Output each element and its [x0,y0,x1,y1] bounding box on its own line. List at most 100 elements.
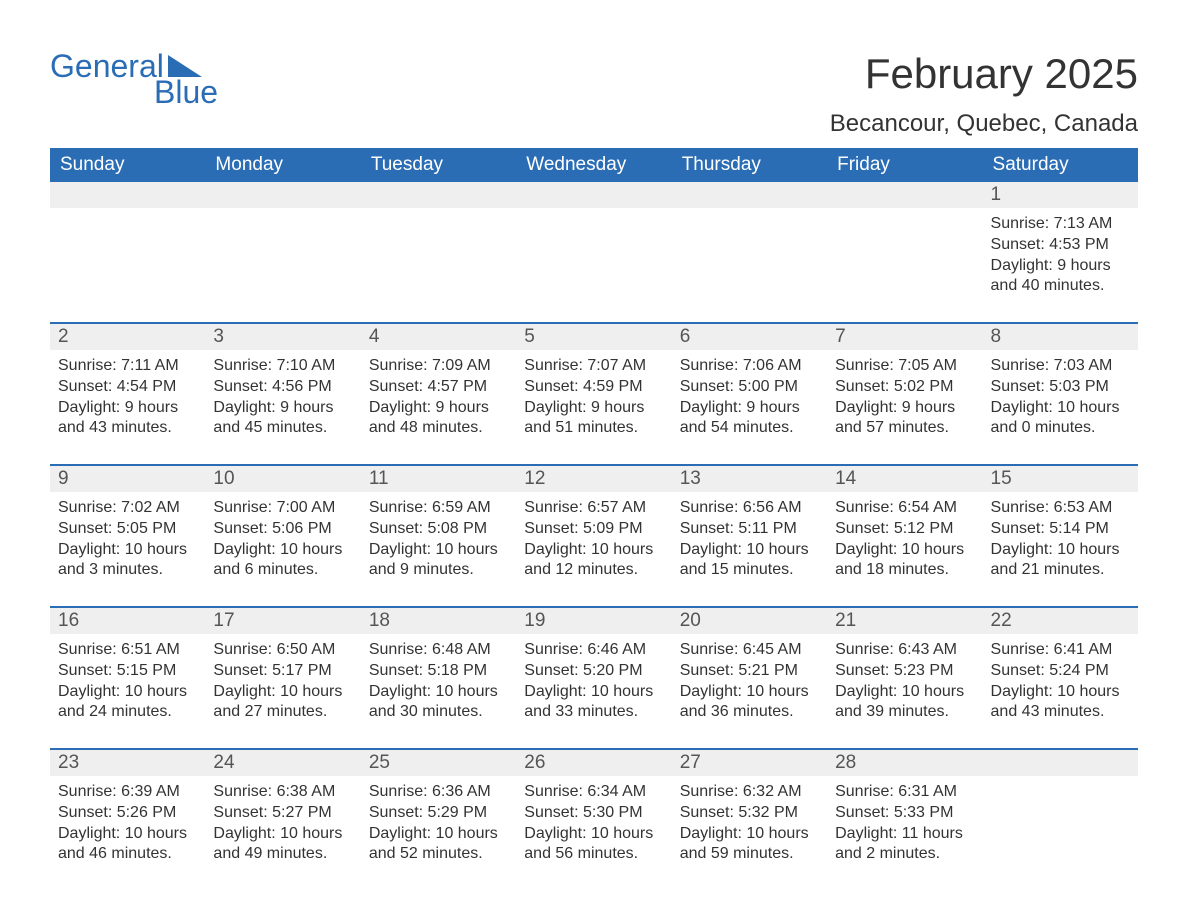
logo: General Blue [50,50,218,108]
sunset-line: Sunset: 5:17 PM [213,661,352,682]
sunrise-line: Sunrise: 6:45 AM [680,640,819,661]
sunrise-line: Sunrise: 7:13 AM [991,214,1130,235]
sunset-line: Sunset: 5:06 PM [213,519,352,540]
sunrise-line: Sunrise: 6:57 AM [524,498,663,519]
logo-word1: General [50,50,164,82]
day-number: 20 [672,608,827,634]
week-row: 16171819202122Sunrise: 6:51 AMSunset: 5:… [50,606,1138,734]
day-number: 2 [50,324,205,350]
daylight-line: Daylight: 10 hours and 9 minutes. [369,540,508,582]
day-body: Sunrise: 6:34 AMSunset: 5:30 PMDaylight:… [516,776,671,876]
day-body: Sunrise: 6:39 AMSunset: 5:26 PMDaylight:… [50,776,205,876]
day-number: 10 [205,466,360,492]
header-row: General Blue February 2025 Becancour, Qu… [50,50,1138,138]
sunrise-line: Sunrise: 6:46 AM [524,640,663,661]
day-body [361,208,516,308]
daylight-line: Daylight: 10 hours and 36 minutes. [680,682,819,724]
sunset-line: Sunset: 5:32 PM [680,803,819,824]
sunrise-line: Sunrise: 6:41 AM [991,640,1130,661]
day-number [361,182,516,208]
daylight-line: Daylight: 10 hours and 43 minutes. [991,682,1130,724]
sunset-line: Sunset: 5:09 PM [524,519,663,540]
day-number [516,182,671,208]
sunrise-line: Sunrise: 7:02 AM [58,498,197,519]
day-number [983,750,1138,776]
day-number: 19 [516,608,671,634]
sunrise-line: Sunrise: 6:36 AM [369,782,508,803]
sunset-line: Sunset: 5:24 PM [991,661,1130,682]
day-number [672,182,827,208]
sunset-line: Sunset: 5:27 PM [213,803,352,824]
day-body: Sunrise: 6:38 AMSunset: 5:27 PMDaylight:… [205,776,360,876]
day-number: 11 [361,466,516,492]
day-number: 14 [827,466,982,492]
day-number: 18 [361,608,516,634]
sunrise-line: Sunrise: 7:03 AM [991,356,1130,377]
day-body: Sunrise: 7:07 AMSunset: 4:59 PMDaylight:… [516,350,671,450]
day-body: Sunrise: 7:13 AMSunset: 4:53 PMDaylight:… [983,208,1138,308]
day-number: 5 [516,324,671,350]
sunset-line: Sunset: 4:56 PM [213,377,352,398]
day-number: 28 [827,750,982,776]
sunset-line: Sunset: 5:20 PM [524,661,663,682]
day-number: 1 [983,182,1138,208]
sunrise-line: Sunrise: 6:43 AM [835,640,974,661]
day-number: 25 [361,750,516,776]
day-number: 21 [827,608,982,634]
day-number: 4 [361,324,516,350]
weekday-header: Friday [827,148,982,182]
day-number [205,182,360,208]
sunrise-line: Sunrise: 6:54 AM [835,498,974,519]
month-title: February 2025 [830,50,1138,98]
day-number: 6 [672,324,827,350]
calendar: Sunday Monday Tuesday Wednesday Thursday… [50,148,1138,876]
daybody-row: Sunrise: 6:51 AMSunset: 5:15 PMDaylight:… [50,634,1138,734]
sunset-line: Sunset: 5:26 PM [58,803,197,824]
daynum-row: 9101112131415 [50,466,1138,492]
weekday-header: Wednesday [516,148,671,182]
day-body: Sunrise: 6:50 AMSunset: 5:17 PMDaylight:… [205,634,360,734]
daylight-line: Daylight: 10 hours and 15 minutes. [680,540,819,582]
sunrise-line: Sunrise: 6:51 AM [58,640,197,661]
sunrise-line: Sunrise: 7:06 AM [680,356,819,377]
day-body: Sunrise: 7:11 AMSunset: 4:54 PMDaylight:… [50,350,205,450]
sunset-line: Sunset: 5:02 PM [835,377,974,398]
sunrise-line: Sunrise: 6:38 AM [213,782,352,803]
day-body: Sunrise: 6:56 AMSunset: 5:11 PMDaylight:… [672,492,827,592]
sunset-line: Sunset: 5:00 PM [680,377,819,398]
daylight-line: Daylight: 9 hours and 43 minutes. [58,398,197,440]
day-body: Sunrise: 6:54 AMSunset: 5:12 PMDaylight:… [827,492,982,592]
day-number: 23 [50,750,205,776]
sunrise-line: Sunrise: 7:00 AM [213,498,352,519]
daylight-line: Daylight: 10 hours and 33 minutes. [524,682,663,724]
sunrise-line: Sunrise: 7:05 AM [835,356,974,377]
sunset-line: Sunset: 5:33 PM [835,803,974,824]
daynum-row: 16171819202122 [50,608,1138,634]
day-body: Sunrise: 6:31 AMSunset: 5:33 PMDaylight:… [827,776,982,876]
weekday-header: Tuesday [361,148,516,182]
sunset-line: Sunset: 5:11 PM [680,519,819,540]
day-number: 24 [205,750,360,776]
sunset-line: Sunset: 5:23 PM [835,661,974,682]
day-body: Sunrise: 7:03 AMSunset: 5:03 PMDaylight:… [983,350,1138,450]
sunset-line: Sunset: 5:03 PM [991,377,1130,398]
daylight-line: Daylight: 9 hours and 51 minutes. [524,398,663,440]
day-number: 22 [983,608,1138,634]
sunrise-line: Sunrise: 6:39 AM [58,782,197,803]
day-number: 8 [983,324,1138,350]
weekday-header: Saturday [983,148,1138,182]
sunrise-line: Sunrise: 7:11 AM [58,356,197,377]
day-body: Sunrise: 7:10 AMSunset: 4:56 PMDaylight:… [205,350,360,450]
sunset-line: Sunset: 4:57 PM [369,377,508,398]
day-body [50,208,205,308]
daynum-row: 232425262728 [50,750,1138,776]
day-number: 17 [205,608,360,634]
sunrise-line: Sunrise: 6:53 AM [991,498,1130,519]
week-row: 232425262728Sunrise: 6:39 AMSunset: 5:26… [50,748,1138,876]
sunset-line: Sunset: 5:12 PM [835,519,974,540]
weeks-container: 1Sunrise: 7:13 AMSunset: 4:53 PMDaylight… [50,182,1138,876]
daynum-row: 2345678 [50,324,1138,350]
day-body [827,208,982,308]
daylight-line: Daylight: 10 hours and 12 minutes. [524,540,663,582]
day-body: Sunrise: 6:59 AMSunset: 5:08 PMDaylight:… [361,492,516,592]
